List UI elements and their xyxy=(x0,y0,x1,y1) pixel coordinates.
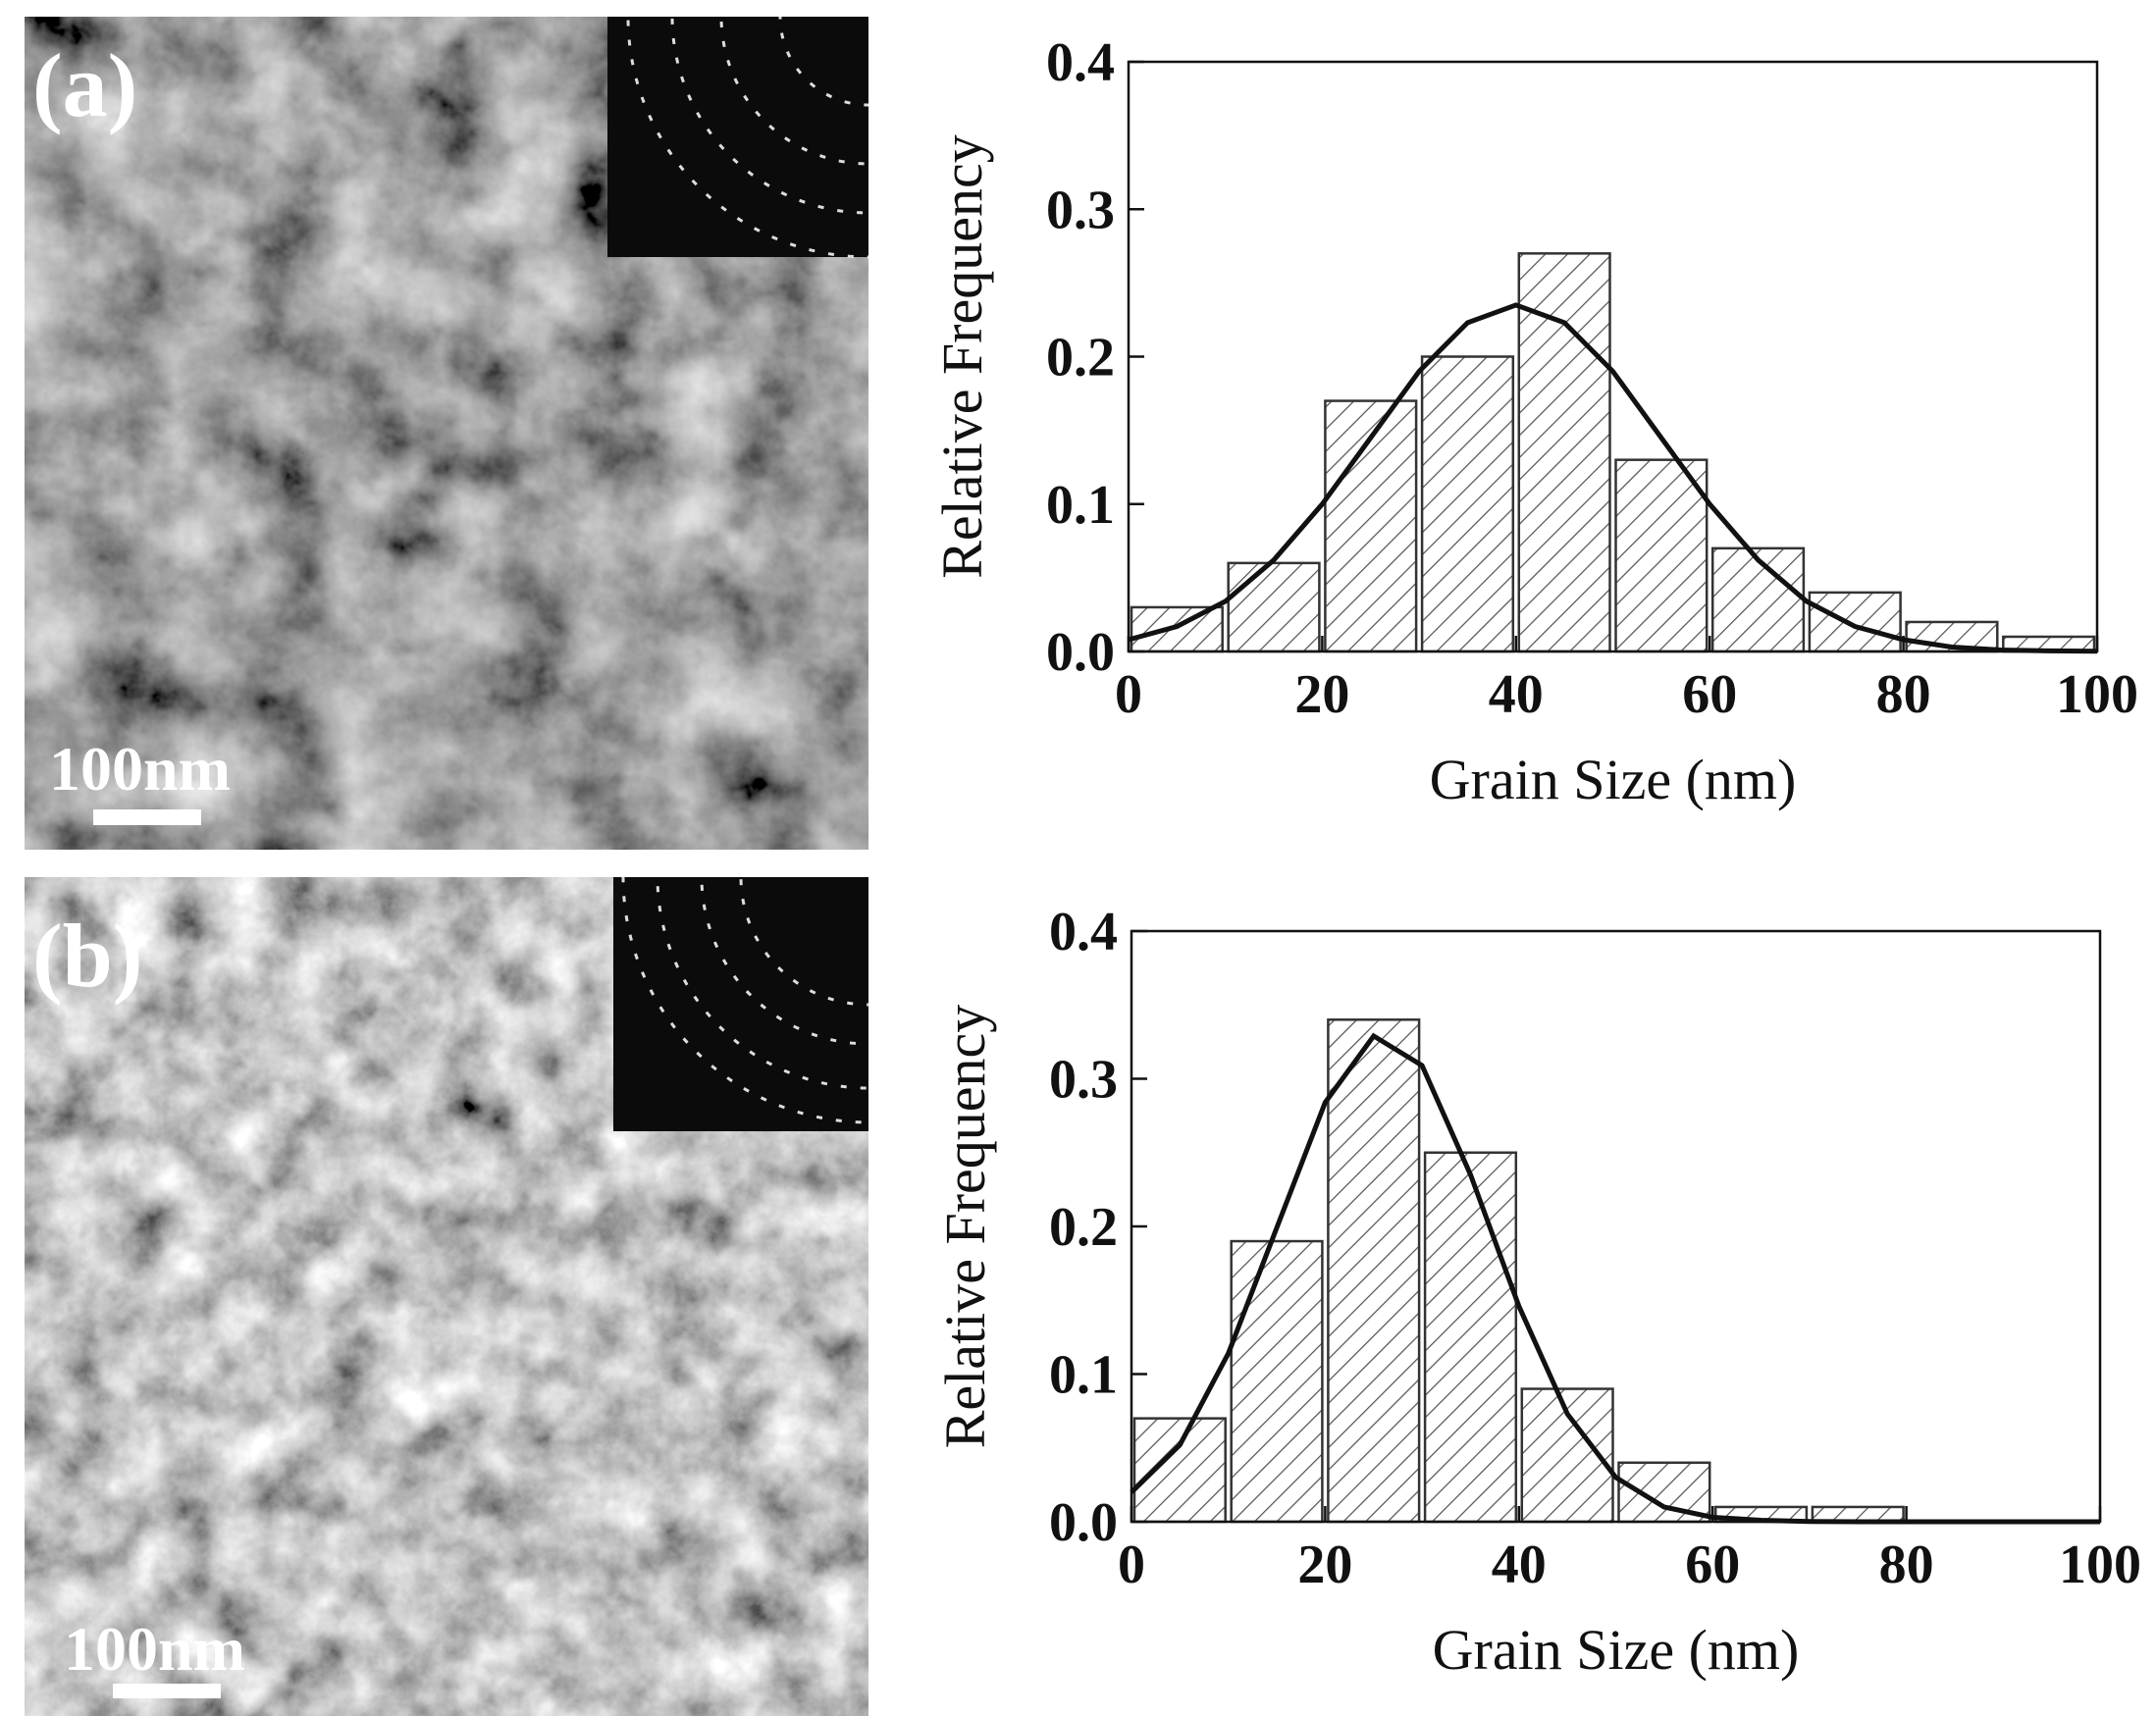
x-axis-title: Grain Size (nm) xyxy=(1433,1618,1800,1682)
scale-bar-label: 100nm xyxy=(49,734,231,804)
bar xyxy=(1614,458,1709,653)
bar xyxy=(1517,252,1611,653)
scale-bar xyxy=(93,809,201,825)
x-tick-label: 100 xyxy=(2059,1534,2141,1595)
y-axis-title: Relative Frequency xyxy=(930,134,994,579)
scale-bar xyxy=(113,1684,221,1698)
x-tick-label: 0 xyxy=(1115,664,1142,725)
y-tick-label: 0.0 xyxy=(1046,622,1115,683)
x-tick-label: 80 xyxy=(1879,1534,1934,1595)
bar xyxy=(1227,561,1321,653)
bar xyxy=(1808,591,1902,653)
y-tick-label: 0.3 xyxy=(1046,180,1115,240)
x-tick-label: 100 xyxy=(2056,664,2138,725)
diffraction-inset xyxy=(613,877,868,1131)
y-tick-label: 0.3 xyxy=(1049,1050,1118,1111)
x-tick-label: 60 xyxy=(1682,664,1737,725)
y-tick-label: 0.2 xyxy=(1049,1197,1118,1258)
x-tick-label: 40 xyxy=(1489,664,1544,725)
tem-image-a: (a) 100nm xyxy=(25,17,868,850)
bar xyxy=(1132,1417,1227,1524)
bar xyxy=(1324,399,1418,653)
y-tick-label: 0.1 xyxy=(1049,1345,1118,1406)
y-tick-label: 0.4 xyxy=(1049,902,1118,962)
bar xyxy=(1423,1151,1518,1524)
y-tick-label: 0.0 xyxy=(1049,1492,1118,1553)
y-axis-title: Relative Frequency xyxy=(933,1005,997,1449)
panel-label: (a) xyxy=(32,35,137,135)
bar xyxy=(1130,605,1224,653)
y-tick-label: 0.2 xyxy=(1046,328,1115,389)
x-axis-title: Grain Size (nm) xyxy=(1430,748,1797,811)
x-tick-label: 20 xyxy=(1297,1534,1352,1595)
bar xyxy=(1230,1239,1324,1524)
x-tick-label: 0 xyxy=(1118,1534,1145,1595)
x-tick-label: 60 xyxy=(1685,1534,1740,1595)
y-tick-label: 0.1 xyxy=(1046,475,1115,536)
y-tick-label: 0.4 xyxy=(1046,32,1115,93)
x-tick-label: 80 xyxy=(1876,664,1931,725)
bar xyxy=(1327,1018,1421,1524)
bar xyxy=(1420,355,1515,653)
x-tick-label: 40 xyxy=(1492,1534,1547,1595)
panel-label: (b) xyxy=(32,906,142,1006)
scale-bar-label: 100nm xyxy=(64,1614,245,1684)
fit-curve xyxy=(1128,302,2098,654)
x-tick-label: 20 xyxy=(1294,664,1349,725)
diffraction-inset xyxy=(607,17,868,259)
bar xyxy=(1710,546,1806,653)
tem-image-b: (b) 100nm xyxy=(25,877,868,1716)
